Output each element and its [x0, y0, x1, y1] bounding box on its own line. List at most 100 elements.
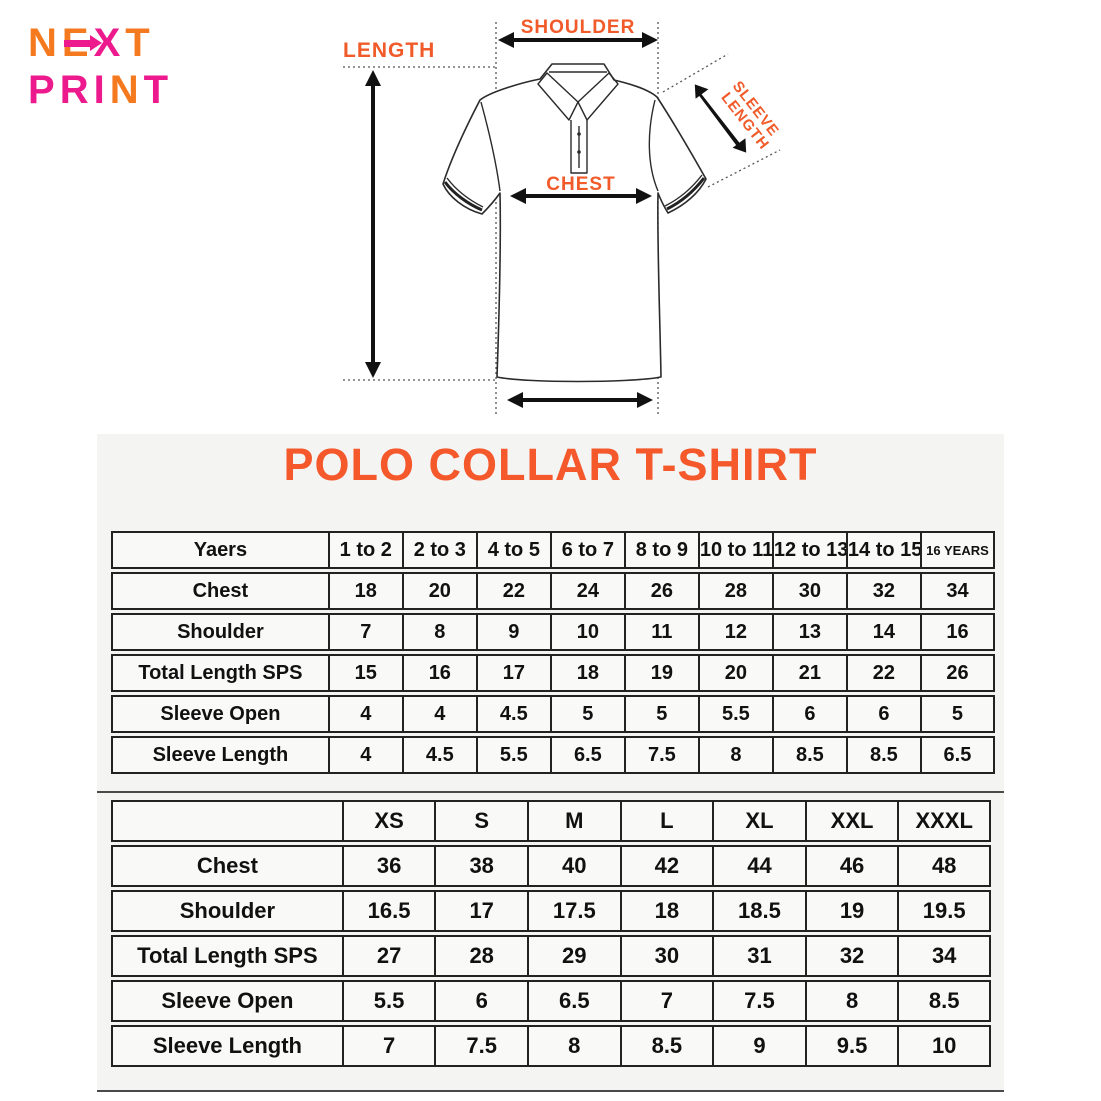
value-cell: 28 — [435, 935, 528, 977]
value-cell: 4.5 — [402, 736, 477, 774]
value-cell: 8 — [402, 613, 477, 651]
table-row: Shoulder 16.5 17 17.5 18 18.5 19 19.5 — [111, 890, 991, 932]
table-row: Sleeve Open 4 4 4.5 5 5 5.5 6 6 5 — [111, 695, 995, 733]
value-cell: 17 — [435, 890, 528, 932]
value-cell: 26 — [920, 654, 995, 692]
value-cell: 17 — [476, 654, 551, 692]
value-cell: 17.5 — [527, 890, 621, 932]
shoulder-arrow — [498, 32, 658, 48]
value-cell: 19 — [805, 890, 899, 932]
header-size-cell: 6 to 7 — [550, 531, 625, 569]
header-size-cell: 12 to 13 — [772, 531, 847, 569]
logo-letter: N — [109, 68, 144, 112]
value-cell: 32 — [846, 572, 921, 610]
value-cell: 16 — [920, 613, 995, 651]
value-cell: 4 — [402, 695, 477, 733]
value-cell: 4.5 — [476, 695, 551, 733]
logo-letter: I — [93, 68, 110, 112]
value-cell: 36 — [342, 845, 436, 887]
row-label-cell: Chest — [111, 845, 343, 887]
value-cell: 5.5 — [698, 695, 773, 733]
header-size-cell: XL — [713, 800, 806, 842]
value-cell: 7 — [620, 980, 714, 1022]
table-row: Chest 18 20 22 24 26 28 30 32 34 — [111, 572, 995, 610]
value-cell: 8.5 — [620, 1025, 714, 1067]
length-arrow — [365, 70, 381, 378]
value-cell: 9 — [476, 613, 551, 651]
value-cell: 34 — [898, 935, 991, 977]
logo-letter: P — [28, 68, 60, 112]
logo-letter: R — [59, 68, 94, 112]
sleeve-length-label: SLEEVE LENGTH — [716, 78, 785, 154]
table-row: Total Length SPS 15 16 17 18 19 20 21 22 26 — [111, 654, 995, 692]
shoulder-label: SHOULDER — [521, 17, 636, 38]
value-cell: 11 — [624, 613, 699, 651]
value-cell: 8 — [698, 736, 773, 774]
header-size-cell: 8 to 9 — [624, 531, 699, 569]
sleeve-length-arrow — [694, 84, 747, 153]
value-cell: 6.5 — [920, 736, 995, 774]
header-size-cell: 10 to 11 — [698, 531, 773, 569]
value-cell: 5.5 — [342, 980, 436, 1022]
value-cell: 8 — [527, 1025, 621, 1067]
section-divider — [97, 791, 1004, 793]
value-cell: 22 — [476, 572, 551, 610]
row-label-cell: Sleeve Open — [111, 695, 329, 733]
value-cell: 28 — [698, 572, 773, 610]
table-row: Chest 36 38 40 42 44 46 48 — [111, 845, 991, 887]
header-size-cell: 16 YEARS — [920, 531, 995, 569]
value-cell: 8.5 — [898, 980, 991, 1022]
value-cell: 26 — [624, 572, 699, 610]
value-cell: 6 — [846, 695, 921, 733]
logo-letter: T — [125, 21, 155, 65]
value-cell: 12 — [698, 613, 773, 651]
header-size-cell: XXXL — [898, 800, 991, 842]
adults-size-table: XS S M L XL XXL XXXL Chest 36 38 40 42 44 46 48 Shoulde… — [111, 797, 991, 1070]
value-cell: 7.5 — [435, 1025, 528, 1067]
brand-logo: NEXT PRINT — [28, 20, 173, 114]
header-size-cell: XS — [342, 800, 436, 842]
logo-letter: T — [143, 68, 174, 112]
row-label-cell: Shoulder — [111, 613, 329, 651]
logo-letter: N — [28, 21, 62, 65]
value-cell: 20 — [698, 654, 773, 692]
chest-label: CHEST — [546, 174, 615, 195]
value-cell: 7 — [328, 613, 403, 651]
value-cell: 7.5 — [624, 736, 699, 774]
value-cell: 5 — [920, 695, 995, 733]
chest-arrow — [510, 188, 652, 204]
row-label-cell: Chest — [111, 572, 329, 610]
header-size-cell: 14 to 15 — [846, 531, 921, 569]
table-row: Total Length SPS 27 28 29 30 31 32 34 — [111, 935, 991, 977]
value-cell: 7.5 — [713, 980, 806, 1022]
value-cell: 5.5 — [476, 736, 551, 774]
page-title: POLO COLLAR T-SHIRT — [283, 439, 818, 490]
value-cell: 6 — [435, 980, 528, 1022]
value-cell: 4 — [328, 695, 403, 733]
value-cell: 5 — [550, 695, 625, 733]
value-cell: 46 — [805, 845, 899, 887]
bottom-width-arrow — [507, 392, 653, 408]
value-cell: 10 — [898, 1025, 991, 1067]
value-cell: 10 — [550, 613, 625, 651]
table-row: Sleeve Length 4 4.5 5.5 6.5 7.5 8 8.5 8.5 6.5 — [111, 736, 995, 774]
logo-arrow-icon — [64, 35, 102, 51]
value-cell: 24 — [550, 572, 625, 610]
value-cell: 14 — [846, 613, 921, 651]
value-cell: 5 — [624, 695, 699, 733]
value-cell: 29 — [527, 935, 621, 977]
row-label-cell: Sleeve Length — [111, 736, 329, 774]
value-cell: 30 — [772, 572, 847, 610]
value-cell: 48 — [898, 845, 991, 887]
value-cell: 7 — [342, 1025, 436, 1067]
table-row: Sleeve Open 5.5 6 6.5 7 7.5 8 8.5 — [111, 980, 991, 1022]
value-cell: 18 — [550, 654, 625, 692]
value-cell: 16.5 — [342, 890, 436, 932]
row-label-cell: Total Length SPS — [111, 935, 343, 977]
value-cell: 20 — [402, 572, 477, 610]
value-cell: 8.5 — [846, 736, 921, 774]
value-cell: 30 — [620, 935, 714, 977]
